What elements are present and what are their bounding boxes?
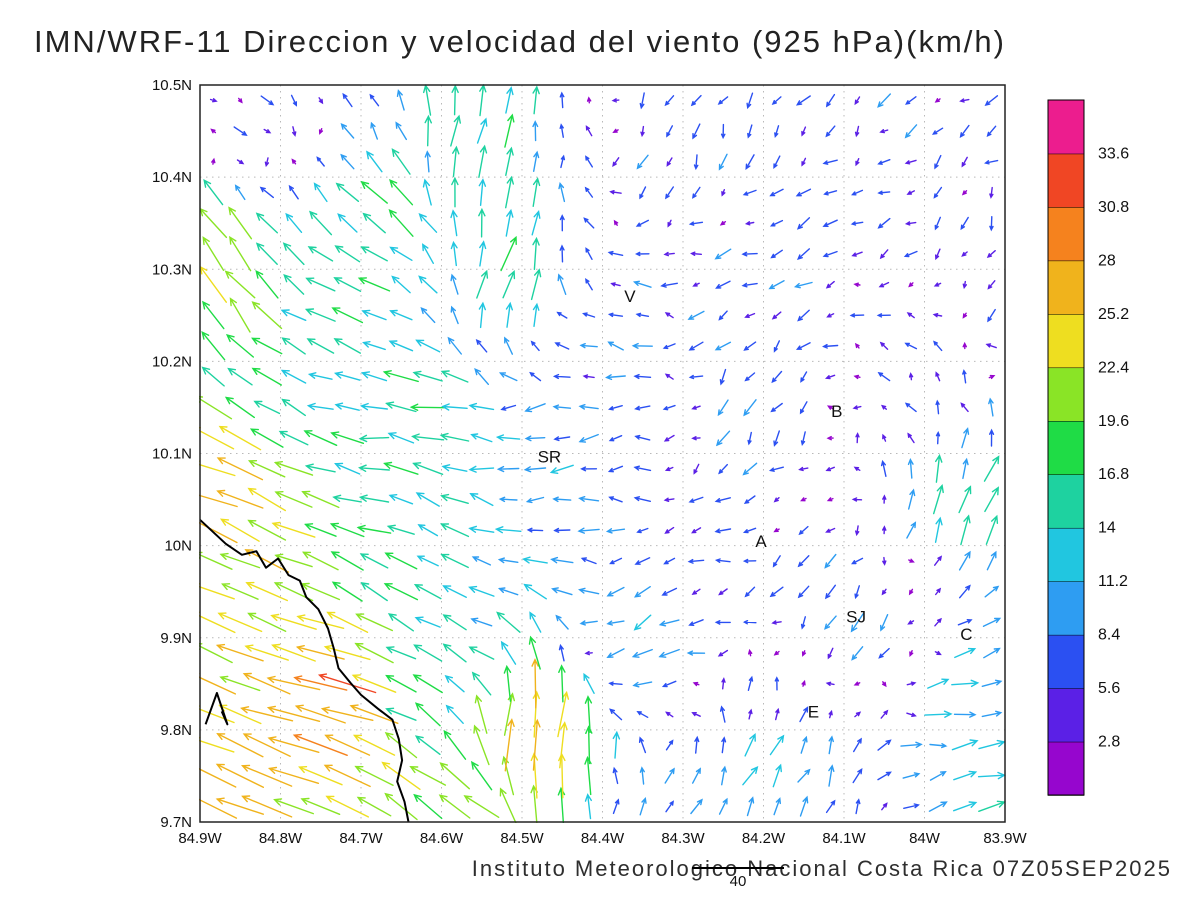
colorbar-band — [1047, 473, 1085, 529]
x-tick-label: 84.6W — [420, 830, 464, 847]
y-tick-label: 10.3N — [152, 261, 192, 278]
x-tick-label: 84.7W — [339, 830, 383, 847]
y-tick-label: 10N — [164, 538, 192, 555]
y-tick-label: 9.8N — [160, 722, 192, 739]
x-tick-label: 84.2W — [742, 830, 786, 847]
city-label: SR — [538, 447, 562, 466]
colorbar-band — [1047, 527, 1085, 582]
coastline — [199, 519, 410, 823]
colorbar-band — [1047, 634, 1085, 689]
colorbar-band — [1047, 687, 1085, 743]
colorbar-tick-label: 5.6 — [1098, 680, 1120, 697]
x-axis-labels: 84.9W 84.8W 84.7W 84.6W 84.5W 84.4W 84.3W 84.2W… — [178, 830, 1027, 847]
colorbar-band — [1047, 206, 1085, 262]
y-axis-labels: 10.5N 10.4N 10.3N 10.2N 10.1N 10N 9.9N 9.8N 9.7N — [152, 77, 192, 831]
x-tick-label: 84.3W — [661, 830, 705, 847]
colorbar-band — [1047, 99, 1085, 155]
colorbar-band — [1047, 420, 1085, 475]
city-label: B — [831, 402, 842, 421]
colorbar-band — [1047, 260, 1085, 315]
colorbar-tick-label: 28 — [1098, 252, 1116, 269]
x-tick-label: 84.4W — [581, 830, 625, 847]
reference-vector-label: 40 — [729, 873, 747, 890]
x-tick-label: 83.9W — [983, 830, 1027, 847]
city-label: E — [808, 702, 819, 721]
y-tick-label: 10.4N — [152, 169, 192, 186]
colorbar-tick-label: 30.8 — [1098, 199, 1129, 216]
colorbar-tick-label: 25.2 — [1098, 306, 1129, 323]
colorbar-band — [1047, 367, 1085, 422]
colorbar-band — [1047, 741, 1085, 796]
city-label: C — [960, 625, 972, 644]
colorbar-band — [1047, 313, 1085, 369]
city-label: A — [755, 532, 767, 551]
reference-vector-line — [692, 867, 784, 869]
y-tick-label: 10.5N — [152, 77, 192, 94]
colorbar-tick-label: 19.6 — [1098, 413, 1129, 430]
colorbar-tick-label: 11.2 — [1098, 573, 1128, 590]
colorbar-labels: 2.8 5.6 8.4 11.2 14 16.8 19.6 22.4 25.2 28 30.8 33.… — [1098, 145, 1129, 750]
colorbar-tick-label: 2.8 — [1098, 734, 1120, 751]
colorbar-band — [1047, 580, 1085, 636]
x-tick-label: 84.1W — [822, 830, 866, 847]
city-label: V — [624, 287, 636, 306]
y-tick-label: 10.1N — [152, 446, 192, 463]
map-border — [199, 84, 1006, 823]
colorbar-tick-label: 16.8 — [1098, 466, 1129, 483]
colorbar-tick-label: 22.4 — [1098, 359, 1129, 376]
x-tick-label: 84W — [909, 830, 941, 847]
y-tick-label: 10.2N — [152, 353, 192, 370]
y-tick-label: 9.9N — [160, 630, 192, 647]
colorbar-tick-label: 33.6 — [1098, 145, 1129, 162]
footer-annotation: Instituto Meteorologico Nacional Costa R… — [471, 856, 1172, 881]
colorbar-band — [1047, 153, 1085, 208]
x-tick-label: 84.5W — [500, 830, 544, 847]
colorbar-tick-label: 14 — [1098, 520, 1116, 537]
y-tick-label: 9.7N — [160, 814, 192, 831]
lat-lon-grid — [200, 85, 1005, 822]
city-label: SJ — [846, 608, 866, 627]
x-tick-label: 84.8W — [259, 830, 303, 847]
chart-title: IMN/WRF-11 Direccion y velocidad del vie… — [34, 24, 1006, 59]
city-labels: V B SR A SJ C E — [538, 287, 973, 721]
x-tick-label: 84.9W — [178, 830, 222, 847]
colorbar-tick-label: 8.4 — [1098, 627, 1120, 644]
wind-vectors — [199, 84, 1006, 823]
colorbar — [1047, 99, 1085, 796]
